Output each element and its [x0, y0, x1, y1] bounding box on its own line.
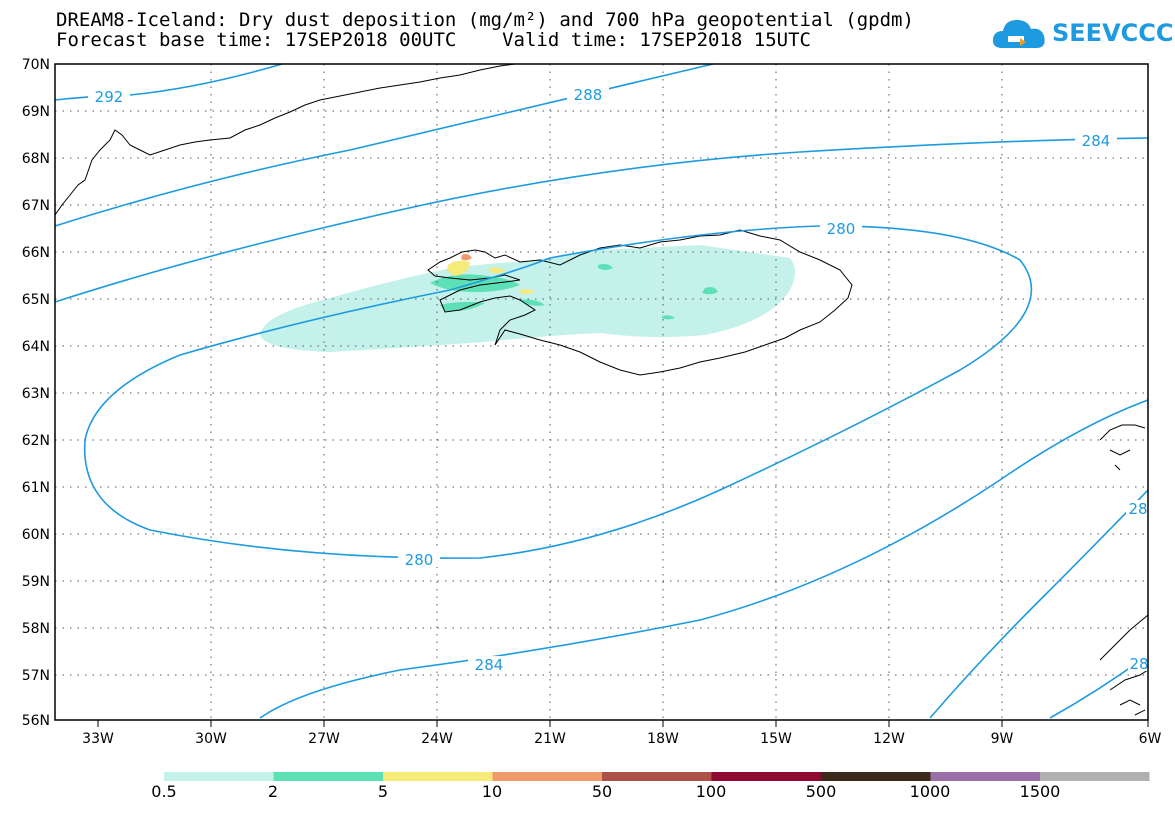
- lon-label: 21W: [534, 731, 566, 747]
- contour-label-28-east: 28: [1128, 500, 1147, 518]
- legend-label: 2: [267, 782, 279, 801]
- seevccc-logo: SEEVCCC: [990, 14, 1174, 54]
- lat-label: 68N: [22, 151, 50, 167]
- lon-label: 33W: [82, 731, 114, 747]
- lon-label: 12W: [873, 731, 905, 747]
- logo-text: SEEVCCC: [1052, 19, 1174, 47]
- legend-label: 100: [695, 782, 727, 801]
- lat-label: 56N: [22, 713, 50, 729]
- legend-swatch: [164, 772, 274, 781]
- legend-label: 1500: [1019, 782, 1061, 801]
- lat-label: 65N: [22, 292, 50, 308]
- lat-label: 67N: [22, 198, 50, 214]
- contour-label-284-north: 284: [1082, 132, 1111, 150]
- legend-swatch: [492, 772, 602, 781]
- legend-label: 50: [591, 782, 613, 801]
- forecast-times: Forecast base time: 17SEP2018 00UTC Vali…: [56, 29, 811, 51]
- legend-swatch: [273, 772, 383, 781]
- contour-label-288: 288: [574, 86, 603, 104]
- legend-label: 0.5: [151, 782, 177, 801]
- lon-label: 24W: [421, 731, 453, 747]
- lon-label: 30W: [195, 731, 227, 747]
- lat-label: 59N: [22, 574, 50, 590]
- legend-swatch: [1040, 772, 1150, 781]
- lon-label: 15W: [760, 731, 792, 747]
- legend-label: 1000: [909, 782, 951, 801]
- greenland-coast: [54, 63, 516, 216]
- lon-label: 9W: [991, 731, 1014, 747]
- contour-284-north: [54, 137, 1149, 303]
- legend-swatch: [383, 772, 493, 781]
- scotland-coast: [1099, 424, 1149, 716]
- contour-284-south: [259, 399, 1149, 719]
- lat-label: 58N: [22, 621, 50, 637]
- lat-label: 69N: [22, 104, 50, 120]
- lat-label: 63N: [22, 386, 50, 402]
- lat-label: 60N: [22, 527, 50, 543]
- cloud-icon: [992, 20, 1045, 48]
- legend-label: 10: [481, 782, 503, 801]
- lat-label: 57N: [22, 668, 50, 684]
- legend-swatch: [602, 772, 712, 781]
- contour-label-280-north: 280: [827, 220, 856, 238]
- coastlines: [54, 63, 1149, 716]
- geopotential-contours: [54, 63, 1149, 719]
- lat-label: 62N: [22, 433, 50, 449]
- legend-label: 500: [805, 782, 837, 801]
- contour-288: [54, 63, 714, 227]
- contour-label-280-south: 280: [405, 551, 434, 569]
- legend-swatch: [711, 772, 821, 781]
- contour-label-28-se: 28: [1129, 655, 1148, 673]
- lon-label: 6W: [1139, 731, 1162, 747]
- lat-label: 61N: [22, 480, 50, 496]
- lon-label: 27W: [308, 731, 340, 747]
- tick-marks: [97, 720, 1149, 727]
- lat-label: 64N: [22, 339, 50, 355]
- iceland-coast: [427, 229, 853, 376]
- legend-swatch: [821, 772, 931, 781]
- map-frame: [54, 63, 1149, 721]
- contour-28-east: [929, 489, 1149, 719]
- graticule: [55, 64, 1148, 720]
- lon-label: 18W: [647, 731, 679, 747]
- legend-colorbar: [164, 772, 1150, 781]
- map-title: DREAM8-Iceland: Dry dust deposition (mg/…: [56, 9, 914, 31]
- contour-label-284-south: 284: [475, 656, 504, 674]
- contour-280: [83, 225, 1033, 559]
- contour-label-292: 292: [95, 88, 124, 106]
- legend-swatch: [930, 772, 1040, 781]
- contour-292: [54, 63, 283, 101]
- lat-label: 70N: [22, 57, 50, 73]
- legend-label: 5: [377, 782, 389, 801]
- lat-label: 66N: [22, 245, 50, 261]
